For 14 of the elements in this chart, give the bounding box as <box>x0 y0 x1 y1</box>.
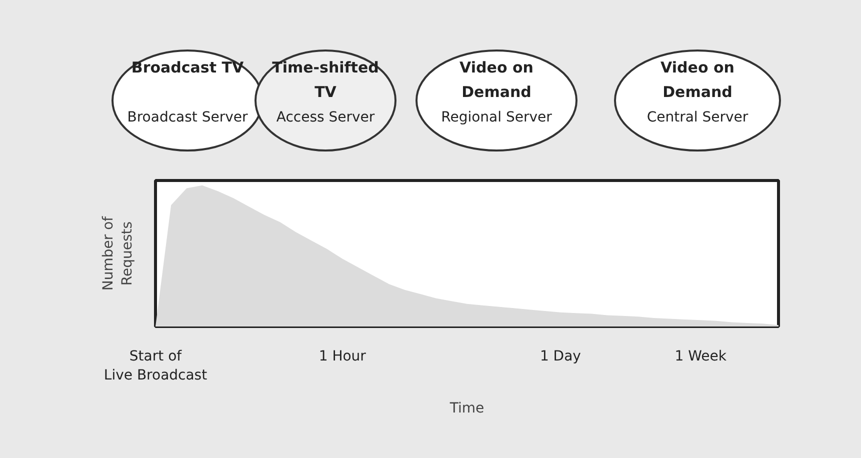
x-tick-label: 1 Day <box>540 348 581 364</box>
text: Central Server <box>646 110 748 126</box>
text: Broadcast TV <box>131 58 244 76</box>
y-axis-title: Number of Requests <box>100 215 136 291</box>
text: Time-shifted TV <box>272 58 379 101</box>
text: Broadcast Server <box>127 110 248 126</box>
text: Access Server <box>276 110 375 126</box>
x-tick-label: Start of Live Broadcast <box>104 348 208 384</box>
text: Regional Server <box>441 110 552 126</box>
text: Video on Demand <box>460 58 534 101</box>
x-tick-label: 1 Week <box>674 348 728 364</box>
x-axis-title: Time <box>448 400 484 417</box>
x-tick-label: 1 Hour <box>318 348 366 364</box>
text: Video on Demand <box>660 58 734 101</box>
